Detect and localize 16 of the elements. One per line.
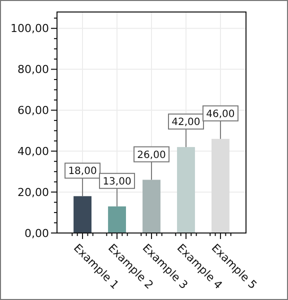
data-label: 26,00 [137,150,166,161]
bar [74,196,92,233]
bar [177,147,195,233]
data-label: 18,00 [68,166,97,178]
y-tick-label: 100,00 [10,22,49,36]
bar [108,206,126,233]
y-tick-label: 60,00 [18,104,49,118]
bar [142,180,160,233]
y-tick-label: 20,00 [18,186,49,199]
bar [212,138,230,233]
y-tick-label: 80,00 [18,63,49,76]
data-label: 13,00 [102,176,132,188]
y-tick-label: 40,00 [18,145,49,158]
data-label: 46,00 [206,108,235,120]
data-label: 42,00 [172,117,200,128]
y-tick-label: 0,00 [24,226,49,240]
